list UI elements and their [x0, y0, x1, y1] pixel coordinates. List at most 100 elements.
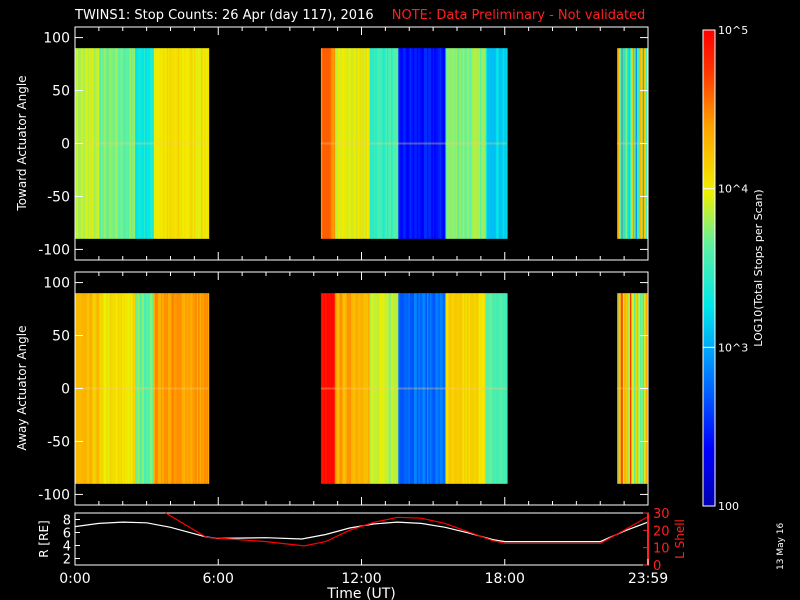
heatmap-column [376, 48, 379, 239]
heatmap-column [378, 48, 381, 239]
heatmap-column [485, 293, 488, 484]
heatmap-column [472, 293, 475, 484]
heatmap-column [172, 48, 175, 239]
heatmap-column [369, 293, 372, 484]
heatmap-column [475, 48, 478, 239]
heatmap-column [455, 293, 458, 484]
heatmap-column [479, 48, 482, 239]
heatmap-column [87, 293, 90, 484]
heatmap-column [358, 48, 361, 239]
heatmap-column [173, 293, 176, 484]
heatmap-column [328, 48, 330, 239]
heatmap-column [371, 293, 373, 484]
away-axis-label: Away Actuator Angle [15, 325, 29, 451]
heatmap-column [497, 48, 499, 239]
heatmap-column [323, 293, 326, 484]
heatmap-column [343, 293, 346, 484]
heatmap-column [477, 293, 479, 484]
heatmap-column [464, 293, 467, 484]
heatmap-column [428, 48, 431, 239]
heatmap-column [467, 48, 469, 239]
heatmap-column [448, 48, 451, 239]
heatmap-column [333, 48, 336, 239]
colorbar-gradient [702, 29, 716, 507]
heatmap-column [196, 48, 199, 239]
heatmap-column [165, 48, 168, 239]
heatmap-column [352, 48, 355, 239]
heatmap-column [341, 48, 343, 239]
heatmap-column [140, 293, 143, 484]
heatmap-column [401, 48, 403, 239]
heatmap-column [100, 48, 103, 239]
heatmap-column [494, 48, 497, 239]
heatmap-column [378, 293, 381, 484]
heatmap-column [369, 48, 372, 239]
heatmap-column [329, 293, 332, 484]
heatmap-column [386, 48, 389, 239]
heatmap-column [504, 48, 507, 239]
heatmap-column [90, 293, 93, 484]
heatmap-column [472, 48, 475, 239]
heatmap-column [622, 48, 625, 239]
heatmap-column [129, 293, 132, 484]
heatmap-column [205, 48, 208, 239]
heatmap-column [143, 293, 146, 484]
y-tick-label: 0 [61, 382, 70, 398]
y-tick-label: -50 [47, 434, 70, 450]
heatmap-column [500, 48, 502, 239]
heatmap-column [478, 293, 481, 484]
heatmap-column [126, 293, 129, 484]
heatmap-column [498, 293, 501, 484]
heatmap-column [388, 293, 391, 484]
heatmap-column [105, 48, 107, 239]
heatmap-column [113, 48, 116, 239]
heatmap-column [363, 293, 366, 484]
heatmap-column [426, 293, 429, 484]
heatmap-column [132, 48, 135, 239]
heatmap-column [469, 293, 472, 484]
heatmap-column [629, 48, 632, 239]
heatmap-column [442, 48, 445, 239]
heatmap-column [632, 48, 635, 239]
heatmap-column [353, 48, 356, 239]
heatmap-column [638, 48, 641, 239]
heatmap-column [202, 293, 205, 484]
heatmap-column [414, 293, 416, 484]
y-tick-label: 6 [63, 527, 71, 542]
heatmap-column [193, 48, 196, 239]
heatmap-column [445, 48, 448, 239]
heatmap-column [438, 293, 441, 484]
heatmap-column [469, 48, 472, 239]
heatmap-column [501, 293, 504, 484]
heatmap-column [624, 293, 626, 484]
heatmap-column [631, 293, 634, 484]
heatmap-column [86, 293, 89, 484]
y-tick-label: -100 [38, 487, 70, 503]
heatmap-column [409, 293, 412, 484]
heatmap-column [488, 293, 491, 484]
heatmap-column [635, 48, 638, 239]
heatmap-column [621, 48, 624, 239]
heatmap-column [116, 48, 119, 239]
heatmap-column [409, 48, 412, 239]
y-tick-label: 0 [61, 137, 70, 153]
heatmap-column [335, 293, 338, 484]
heatmap-column [162, 48, 165, 239]
heatmap-column [186, 48, 189, 239]
heatmap-column [198, 293, 201, 484]
heatmap-column [471, 48, 474, 239]
heatmap-column [162, 293, 165, 484]
heatmap-column [398, 293, 401, 484]
heatmap-column [487, 48, 489, 239]
heatmap-column [333, 293, 336, 484]
heatmap-column [404, 293, 406, 484]
heatmap-column [320, 48, 323, 239]
heatmap-column [442, 293, 445, 484]
heatmap-column [175, 48, 178, 239]
heatmap-column [462, 48, 465, 239]
heatmap-column [491, 48, 494, 239]
heatmap-column [178, 293, 180, 484]
heatmap-column [362, 293, 365, 484]
heatmap-column [398, 48, 401, 239]
